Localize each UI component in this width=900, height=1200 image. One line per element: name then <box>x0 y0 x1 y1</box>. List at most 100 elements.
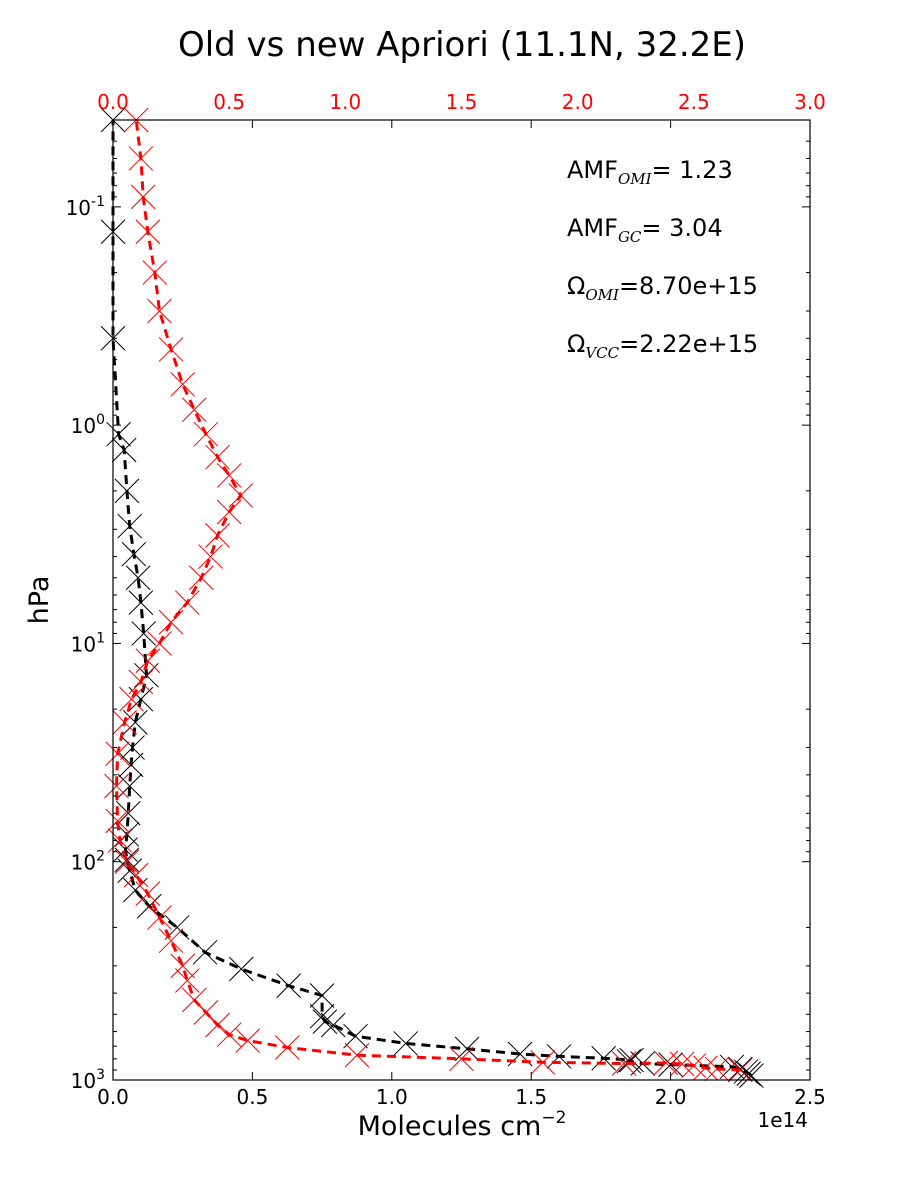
series-0-marker <box>658 1052 683 1077</box>
x-top-tick-label: 3.0 <box>794 90 826 114</box>
x-top-tick-label: 2.5 <box>678 90 710 114</box>
series-1-marker <box>704 1056 730 1082</box>
series-0-marker <box>343 1023 368 1049</box>
top-axis: 0.0 0.5 1.0 1.5 2.0 2.5 3.0 <box>97 90 826 114</box>
x-tick-label: 1.0 <box>376 1085 408 1109</box>
x-tick-label: 1.5 <box>515 1085 547 1109</box>
series-0-marker <box>393 1031 419 1056</box>
series-1-marker <box>123 862 149 888</box>
series-1-marker <box>142 260 168 285</box>
series-0-marker <box>228 956 254 982</box>
series-0-marker <box>320 1012 346 1038</box>
series-1-marker <box>112 710 137 735</box>
y-tick-label: 101 <box>71 630 105 656</box>
series-1-marker <box>274 1035 300 1060</box>
x-offset-label: 1e14 <box>758 1108 808 1132</box>
annotation-1: AMFGC= 3.04 <box>567 214 723 246</box>
series-1-marker <box>449 1046 474 1072</box>
series-line-0 <box>111 120 753 1077</box>
series-1-marker <box>135 219 161 245</box>
series-0-marker <box>192 939 218 965</box>
x-tick-label: 2.0 <box>655 1085 687 1109</box>
series-0-marker <box>121 541 147 567</box>
series-1-marker <box>128 146 154 171</box>
x-axis-label: Molecules cm−2 <box>358 1108 567 1142</box>
annotation-2: ΩOMI=8.70e+15 <box>567 272 758 304</box>
series-0-marker <box>591 1045 617 1071</box>
y-tick-label: 10-1 <box>66 194 105 220</box>
series-1-marker <box>158 337 184 362</box>
series-1-marker <box>114 849 140 875</box>
series-1-marker <box>193 1000 219 1025</box>
series-1-marker <box>216 1022 242 1048</box>
series-0-marker <box>619 1047 644 1073</box>
y-tick-label: 102 <box>71 849 105 875</box>
series-0-marker <box>106 421 131 447</box>
series-1-marker <box>147 298 172 324</box>
series-0-marker <box>136 893 162 919</box>
series-1-marker <box>530 1049 556 1075</box>
series-0-marker <box>131 621 157 646</box>
series-1-marker <box>344 1042 370 1068</box>
bottom-axis: 0.0 0.5 1.0 1.5 2.0 2.5 <box>97 120 826 1109</box>
series-1-marker <box>105 741 131 767</box>
series-0-marker <box>114 478 140 504</box>
series-1-marker <box>669 1051 695 1077</box>
y-tick-label: 100 <box>71 412 105 438</box>
series-0-marker <box>128 686 154 712</box>
chart-title: Old vs new Apriori (11.1N, 32.2E) <box>178 25 746 65</box>
series-1-marker <box>130 184 156 210</box>
series-1-marker <box>158 928 184 954</box>
annotations: AMFOMI= 1.23 AMFGC= 3.04 ΩOMI=8.70e+15 ΩVCC… <box>567 156 758 362</box>
series-1-marker <box>193 421 219 447</box>
series-1-marker <box>653 1050 679 1076</box>
series-0-marker <box>125 565 151 591</box>
x-top-tick-label: 0.0 <box>97 90 129 114</box>
series-1-marker <box>216 499 242 525</box>
annotation-3: ΩVCC=2.22e+15 <box>567 330 758 362</box>
series-layer <box>100 107 764 1088</box>
x-top-tick-label: 1.0 <box>329 90 361 114</box>
series-1-marker <box>119 686 144 712</box>
series-0-marker <box>309 983 335 1008</box>
series-0-marker <box>616 1048 642 1074</box>
series-0-marker <box>312 1009 338 1034</box>
series-1-marker <box>205 1012 230 1038</box>
series-1-marker <box>181 397 207 423</box>
series-1-marker <box>198 544 223 569</box>
series-1-marker <box>228 483 254 508</box>
x-tick-label: 0.0 <box>97 1085 129 1109</box>
series-1-marker <box>174 590 200 615</box>
series-1-marker <box>104 773 129 799</box>
x-tick-label: 2.5 <box>794 1085 826 1109</box>
series-1-marker <box>105 808 131 834</box>
series-1-marker <box>235 1028 261 1053</box>
series-0-marker <box>114 847 140 873</box>
series-1-marker <box>681 1053 707 1079</box>
series-0-marker <box>739 1063 764 1088</box>
series-0-marker <box>117 513 143 539</box>
left-axis: 103 102 101 100 10-1 <box>66 119 810 1093</box>
series-0-marker <box>115 800 141 826</box>
series-0-marker <box>719 1054 745 1080</box>
series-0-marker <box>736 1061 762 1086</box>
series-1-marker <box>135 648 161 674</box>
series-1-marker <box>611 1051 637 1076</box>
series-1-marker <box>170 371 196 397</box>
series-1-marker <box>174 968 200 993</box>
x-top-tick-label: 1.5 <box>446 90 478 114</box>
series-0-marker <box>546 1044 572 1069</box>
y-tick-label: 103 <box>71 1067 105 1093</box>
series-1-marker <box>205 523 230 548</box>
series-1-marker <box>170 953 196 979</box>
x-tick-label: 0.5 <box>236 1085 268 1109</box>
series-line-1 <box>114 119 741 1072</box>
series-1-marker <box>158 609 184 635</box>
x-top-tick-label: 2.0 <box>562 90 594 114</box>
series-1-marker <box>216 463 242 488</box>
x-top-tick-label: 0.5 <box>213 90 245 114</box>
series-0-marker <box>111 437 137 463</box>
series-1-marker <box>188 565 214 591</box>
series-1-marker <box>135 881 161 906</box>
